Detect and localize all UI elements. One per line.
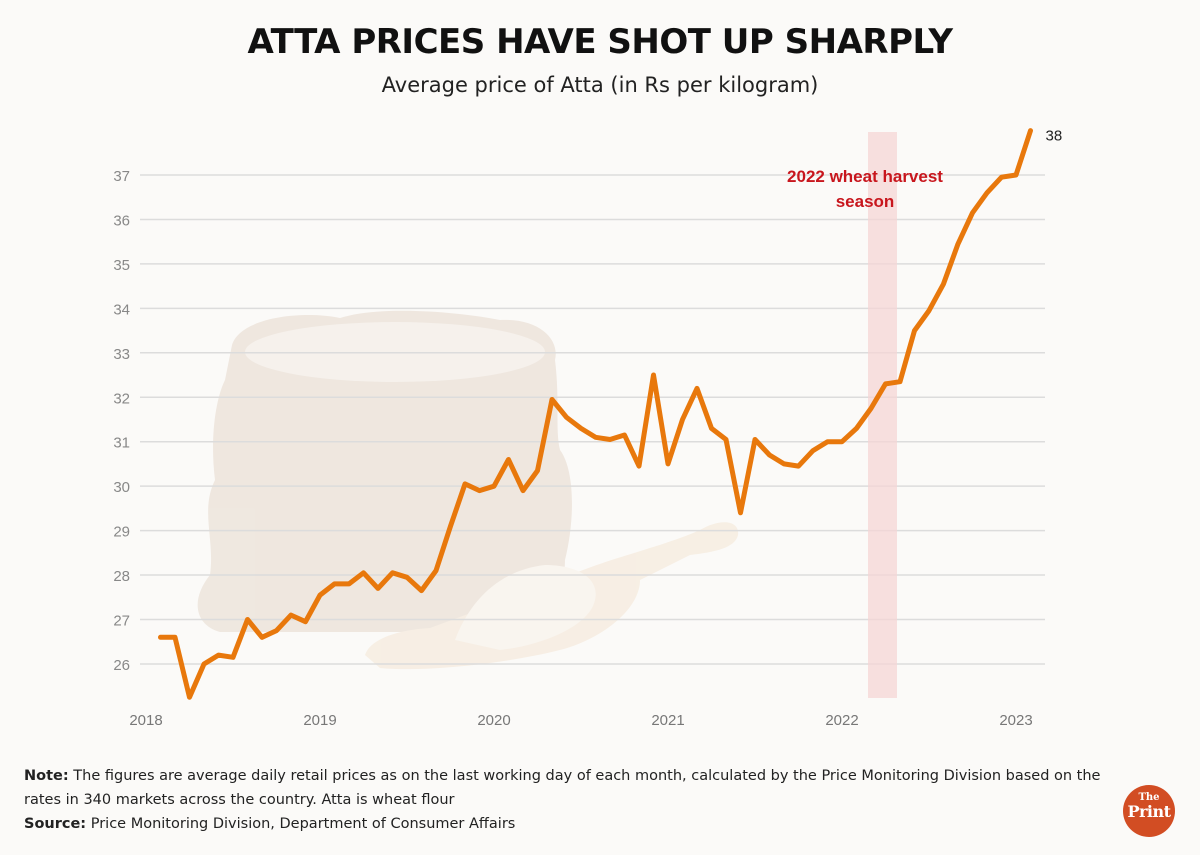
y-tick-label: 36 — [113, 212, 130, 229]
y-tick-label: 27 — [113, 613, 130, 630]
y-tick-label: 34 — [113, 301, 130, 318]
chart-subtitle: Average price of Atta (in Rs per kilogra… — [381, 73, 819, 97]
x-tick-label: 2018 — [129, 712, 162, 729]
x-tick-label: 2020 — [477, 712, 510, 729]
x-tick-label: 2023 — [999, 712, 1032, 729]
y-tick-label: 30 — [113, 479, 130, 496]
harvest-annotation-label: season — [836, 192, 895, 211]
x-tick-label: 2021 — [651, 712, 684, 729]
end-value-label: 38 — [1046, 128, 1063, 145]
logo-the: The — [1138, 792, 1160, 803]
data-points — [160, 130, 1031, 698]
y-tick-label: 33 — [113, 346, 130, 363]
logo-print: Print — [1127, 802, 1171, 821]
y-tick-label: 35 — [113, 257, 130, 274]
source-text: Price Monitoring Division, Department of… — [86, 816, 516, 832]
y-tick-label: 29 — [113, 524, 130, 541]
x-tick-label: 2019 — [303, 712, 336, 729]
y-tick-label: 28 — [113, 568, 130, 585]
y-tick-label: 32 — [113, 390, 130, 407]
line-chart: 26 27 28 29 30 31 32 33 34 35 36 37 2018 2019 2020 202… — [113, 128, 1063, 729]
y-axis: 26 27 28 29 30 31 32 33 34 35 36 37 — [113, 168, 130, 674]
footnote: Note: The figures are average daily reta… — [24, 764, 1104, 812]
flour-sack-illustration — [197, 310, 739, 670]
harvest-annotation: 2022 wheat harvest season — [787, 167, 943, 211]
y-tick-label: 37 — [113, 168, 130, 185]
source-line: Source: Price Monitoring Division, Depar… — [24, 816, 515, 832]
chart-title: ATTA PRICES HAVE SHOT UP SHARPLY — [247, 22, 953, 62]
note-text: The figures are average daily retail pri… — [24, 768, 1101, 808]
note-label: Note: — [24, 768, 69, 784]
harvest-annotation-label: 2022 wheat harvest — [787, 167, 943, 186]
y-tick-label: 26 — [113, 657, 130, 674]
x-axis: 2018 2019 2020 2021 2022 2023 — [129, 712, 1032, 729]
y-tick-label: 31 — [113, 435, 130, 452]
x-tick-label: 2022 — [825, 712, 858, 729]
harvest-season-band — [868, 132, 897, 698]
source-label: Source: — [24, 816, 87, 832]
theprint-logo: The Print — [1123, 785, 1175, 837]
